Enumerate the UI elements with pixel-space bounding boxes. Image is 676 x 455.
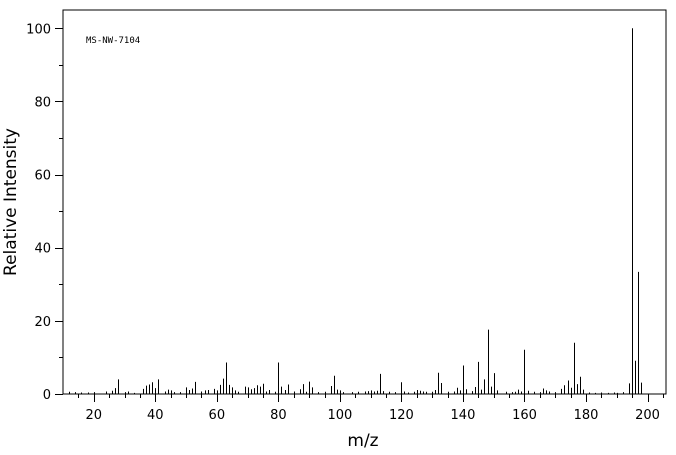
y-tick-label-20: 20 <box>34 315 51 330</box>
x-tick-label-140: 140 <box>451 408 476 423</box>
x-tick-label-20: 20 <box>85 408 102 423</box>
x-tick-label-160: 160 <box>512 408 537 423</box>
y-axis-title: Relative Intensity <box>1 128 21 276</box>
x-tick-label-60: 60 <box>209 408 226 423</box>
y-tick-label-0: 0 <box>43 388 51 403</box>
y-tick-label-100: 100 <box>26 22 51 37</box>
x-tick-label-40: 40 <box>147 408 164 423</box>
x-tick-label-200: 200 <box>635 408 660 423</box>
peaks-group <box>69 28 642 394</box>
x-axis-title: m/z <box>347 431 378 451</box>
y-tick-label-60: 60 <box>34 169 51 184</box>
x-tick-label-80: 80 <box>270 408 287 423</box>
x-tick-label-120: 120 <box>389 408 414 423</box>
y-axis-ticks: 0 20 40 60 80 100 <box>26 22 63 403</box>
y-tick-label-40: 40 <box>34 242 51 257</box>
y-tick-label-80: 80 <box>34 95 51 110</box>
x-tick-label-180: 180 <box>574 408 599 423</box>
spectrum-id-annotation: MS-NW-7104 <box>86 36 140 46</box>
plot-frame <box>62 9 667 395</box>
x-axis-ticks: 20 40 60 80 100 120 140 160 180 200 <box>78 394 664 423</box>
x-tick-label-100: 100 <box>327 408 352 423</box>
